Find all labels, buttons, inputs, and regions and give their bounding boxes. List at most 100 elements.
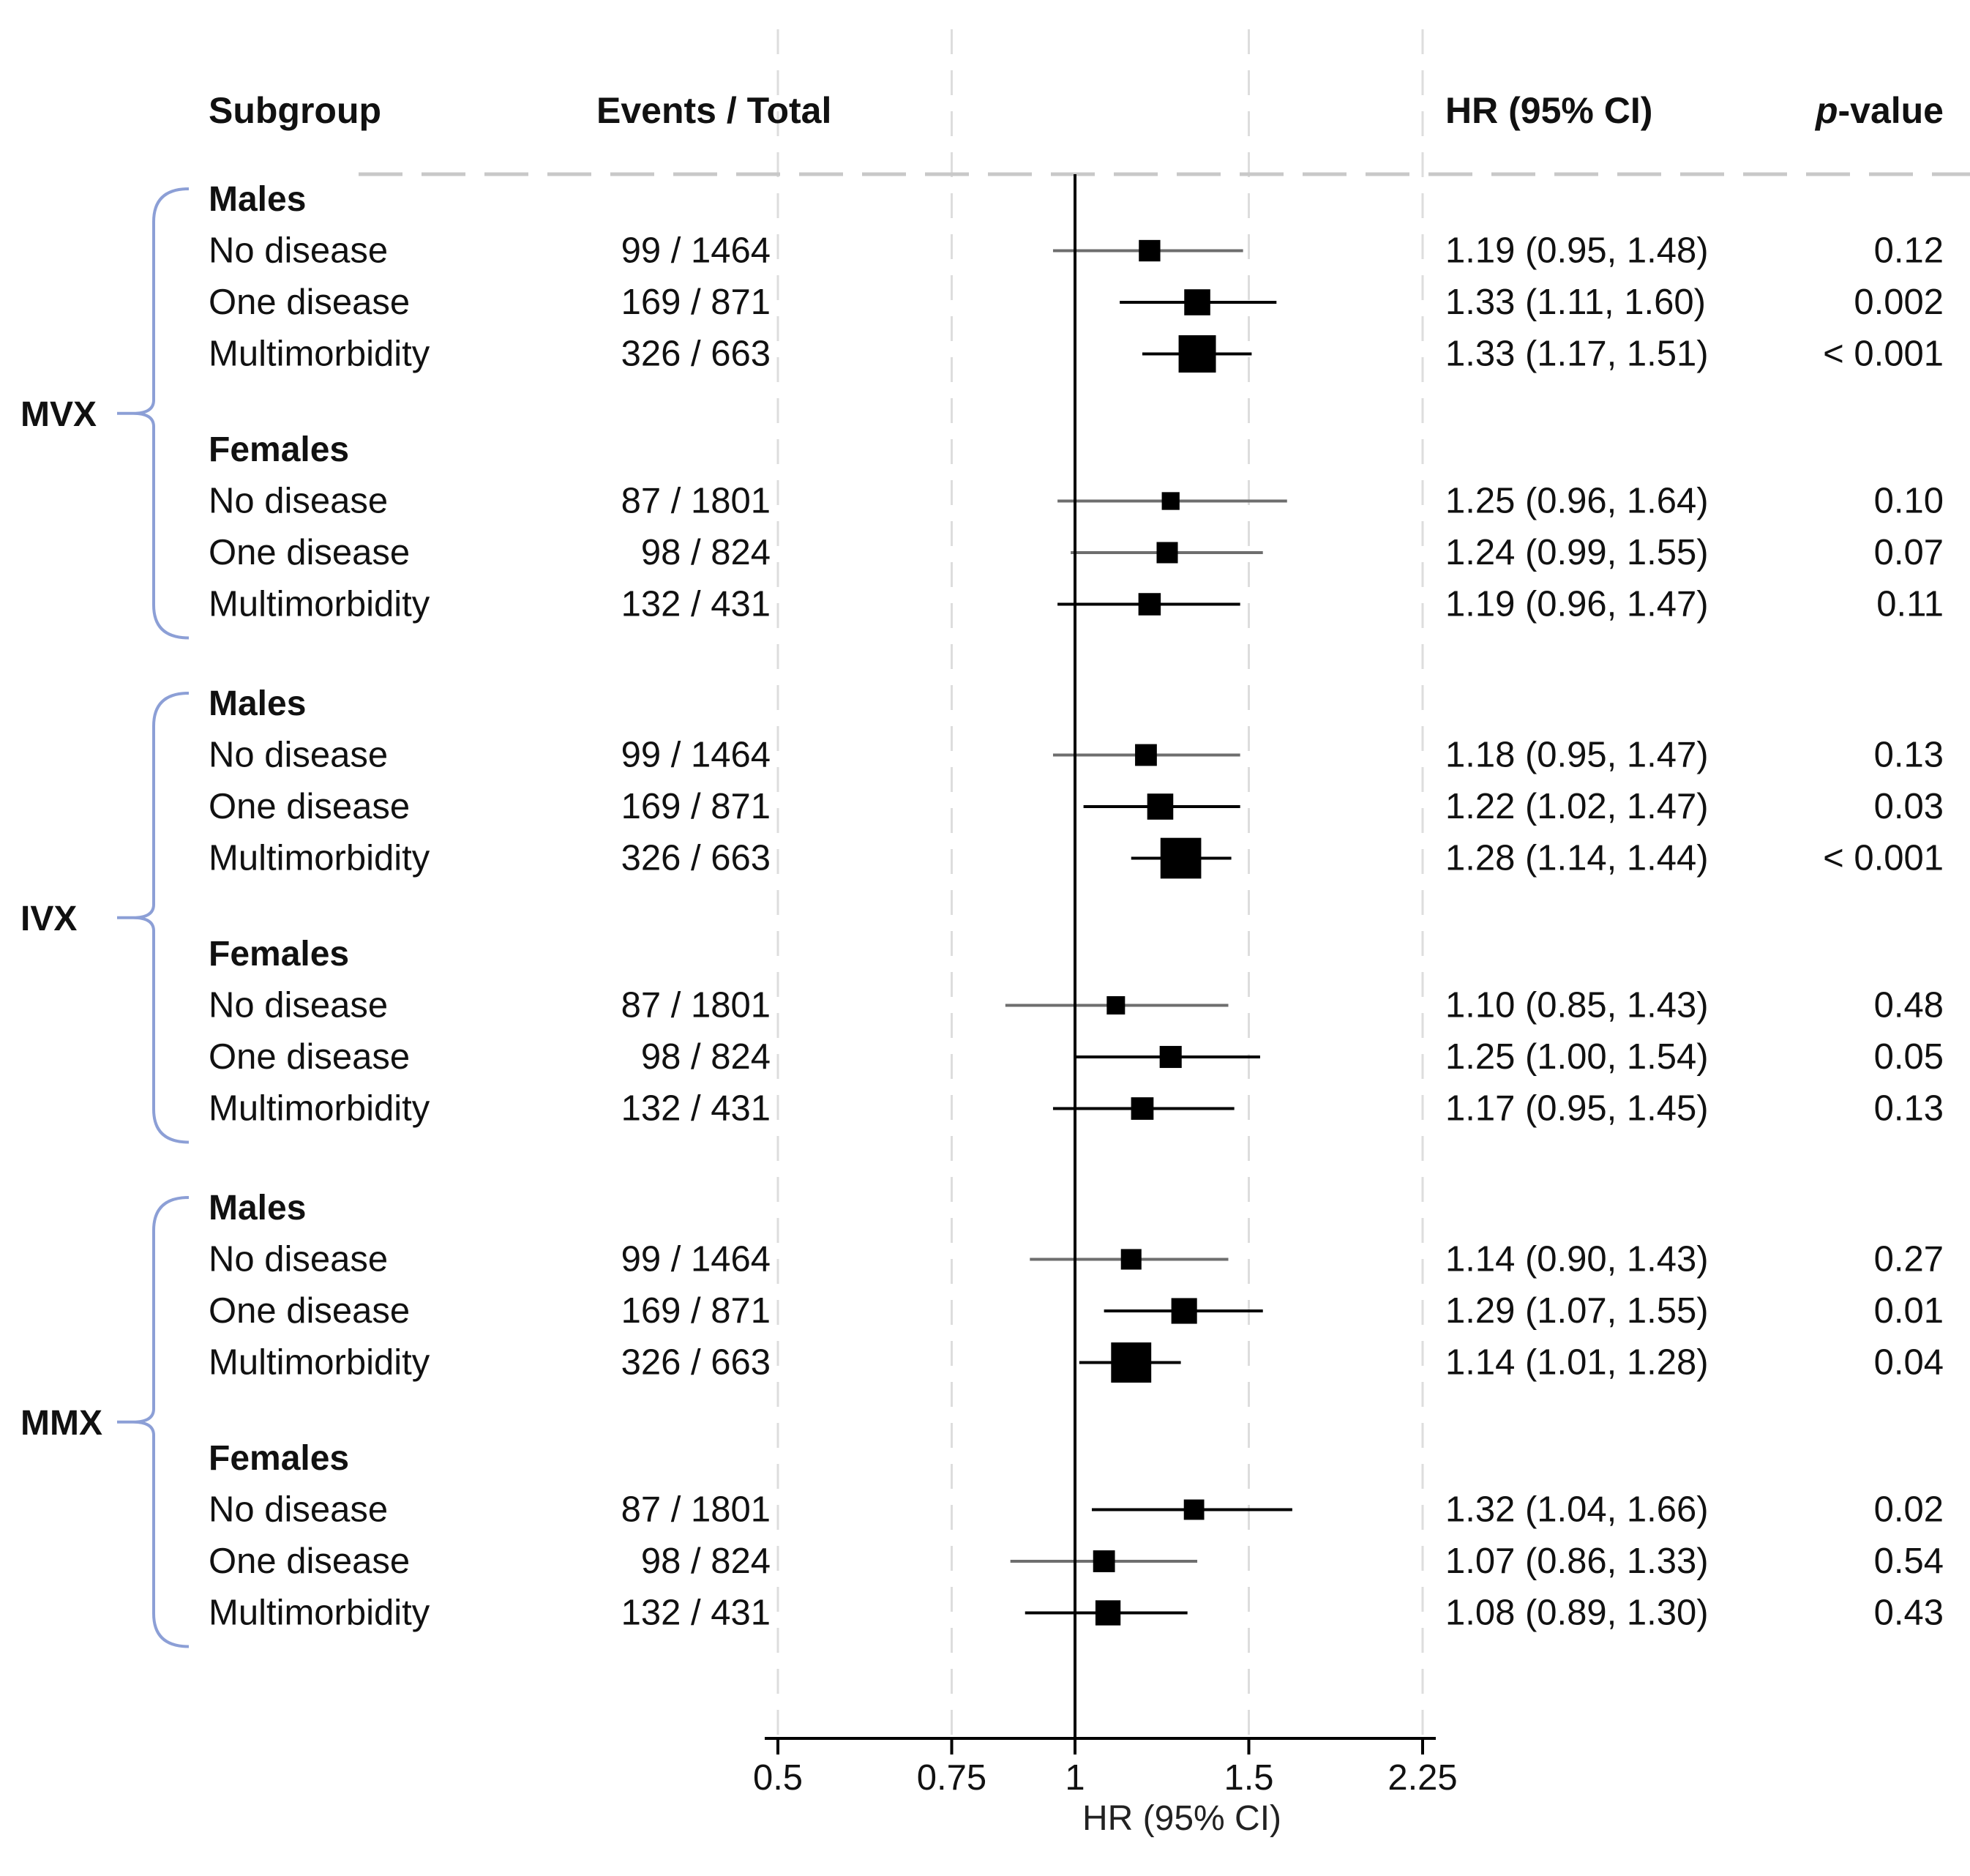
row-hr-ci: 1.29 (1.07, 1.55) <box>1445 1291 1709 1331</box>
row-hr-ci: 1.14 (0.90, 1.43) <box>1445 1240 1709 1279</box>
row-events-total: 169 / 871 <box>621 283 771 322</box>
row-hr-ci: 1.14 (1.01, 1.28) <box>1445 1343 1709 1383</box>
group-label: IVX <box>20 900 77 938</box>
row-events-total: 87 / 1801 <box>621 986 771 1025</box>
row-events-total: 98 / 824 <box>641 1037 771 1077</box>
rows: Males No disease 99 / 1464 1.19 (0.95, 1.48… <box>20 180 1944 1648</box>
row-events-total: 132 / 431 <box>621 1593 771 1633</box>
row-label: One disease <box>209 1037 410 1077</box>
row-hr-ci: 1.18 (0.95, 1.47) <box>1445 736 1709 775</box>
row-label: Multimorbidity <box>209 1593 430 1633</box>
row-label: No disease <box>209 1240 388 1279</box>
row-pvalue: 0.01 <box>1874 1291 1944 1331</box>
x-tick-label: 1.5 <box>1224 1758 1273 1798</box>
section-label: Males <box>209 180 306 219</box>
header-subgroup: Subgroup <box>209 90 381 131</box>
header-pvalue-rest: -value <box>1838 90 1944 131</box>
x-axis-label: HR (95% CI) <box>1082 1799 1281 1838</box>
row-hr-ci: 1.25 (1.00, 1.54) <box>1445 1037 1709 1077</box>
row-label: Multimorbidity <box>209 1343 430 1383</box>
row-pvalue: 0.43 <box>1874 1593 1944 1633</box>
hr-marker <box>1184 289 1210 315</box>
x-tick-label: 0.75 <box>917 1758 986 1798</box>
section-label: Males <box>209 684 306 723</box>
row-events-total: 98 / 824 <box>641 1541 771 1581</box>
row-pvalue: 0.04 <box>1874 1343 1944 1383</box>
row-hr-ci: 1.33 (1.17, 1.51) <box>1445 335 1709 374</box>
row-events-total: 132 / 431 <box>621 585 771 624</box>
row-events-total: 87 / 1801 <box>621 1490 771 1530</box>
section-label: Females <box>209 430 349 469</box>
hr-marker <box>1139 239 1161 262</box>
row-pvalue: 0.48 <box>1874 986 1944 1025</box>
row-hr-ci: 1.33 (1.11, 1.60) <box>1445 283 1706 322</box>
row-pvalue: 0.02 <box>1874 1490 1944 1530</box>
row-pvalue: 0.10 <box>1874 482 1944 521</box>
row-events-total: 326 / 663 <box>621 839 771 878</box>
hr-marker <box>1171 1298 1197 1324</box>
row-label: No disease <box>209 231 388 271</box>
row-label: Multimorbidity <box>209 1089 430 1129</box>
hr-marker <box>1106 996 1126 1014</box>
hr-marker <box>1111 1342 1152 1383</box>
row-pvalue: < 0.001 <box>1823 335 1944 374</box>
hr-marker <box>1183 1499 1205 1520</box>
row-events-total: 99 / 1464 <box>621 736 771 775</box>
hr-marker <box>1131 1097 1154 1120</box>
hr-marker <box>1147 793 1174 820</box>
row-label: Multimorbidity <box>209 335 430 374</box>
row-pvalue: 0.002 <box>1854 283 1944 322</box>
group-bracket <box>132 1196 190 1648</box>
row-hr-ci: 1.19 (0.95, 1.48) <box>1445 231 1709 271</box>
x-tick-label: 2.25 <box>1387 1758 1457 1798</box>
row-events-total: 326 / 663 <box>621 1343 771 1383</box>
row-label: One disease <box>209 1541 410 1581</box>
hr-marker <box>1135 744 1157 766</box>
row-events-total: 326 / 663 <box>621 335 771 374</box>
row-label: One disease <box>209 283 410 322</box>
row-events-total: 87 / 1801 <box>621 482 771 521</box>
section-label: Females <box>209 935 349 973</box>
group-bracket <box>132 187 190 640</box>
hr-marker <box>1159 1045 1182 1069</box>
row-label: No disease <box>209 736 388 775</box>
group-label: MVX <box>20 395 97 434</box>
row-hr-ci: 1.25 (0.96, 1.64) <box>1445 482 1709 521</box>
section-label: Males <box>209 1189 306 1227</box>
row-hr-ci: 1.07 (0.86, 1.33) <box>1445 1541 1709 1581</box>
row-events-total: 169 / 871 <box>621 1291 771 1331</box>
row-pvalue: < 0.001 <box>1823 839 1944 878</box>
row-hr-ci: 1.19 (0.96, 1.47) <box>1445 585 1709 624</box>
row-hr-ci: 1.28 (1.14, 1.44) <box>1445 839 1709 878</box>
row-hr-ci: 1.10 (0.85, 1.43) <box>1445 986 1709 1025</box>
x-tick-label: 1 <box>1065 1758 1085 1798</box>
row-events-total: 99 / 1464 <box>621 1240 771 1279</box>
hr-marker <box>1160 837 1202 879</box>
gridlines <box>359 29 1970 1746</box>
row-pvalue: 0.03 <box>1874 787 1944 826</box>
row-pvalue: 0.11 <box>1876 585 1944 624</box>
row-hr-ci: 1.22 (1.02, 1.47) <box>1445 787 1709 826</box>
column-headers: Subgroup Events / Total HR (95% CI) p-va… <box>209 90 1944 131</box>
row-events-total: 98 / 824 <box>641 533 771 572</box>
hr-marker <box>1178 335 1216 373</box>
group-label: MMX <box>20 1404 102 1443</box>
row-pvalue: 0.13 <box>1874 736 1944 775</box>
header-pvalue-italic: p <box>1814 90 1838 131</box>
row-label: No disease <box>209 1490 388 1530</box>
hr-marker <box>1161 492 1180 510</box>
row-pvalue: 0.12 <box>1874 231 1944 271</box>
row-pvalue: 0.05 <box>1874 1037 1944 1077</box>
row-events-total: 132 / 431 <box>621 1089 771 1129</box>
row-events-total: 169 / 871 <box>621 787 771 826</box>
row-hr-ci: 1.17 (0.95, 1.45) <box>1445 1089 1709 1129</box>
section-label: Females <box>209 1439 349 1478</box>
hr-marker <box>1156 542 1178 564</box>
header-events-total: Events / Total <box>596 90 831 131</box>
row-pvalue: 0.27 <box>1874 1240 1944 1279</box>
row-label: One disease <box>209 533 410 572</box>
row-label: No disease <box>209 482 388 521</box>
header-pvalue: p-value <box>1814 90 1944 131</box>
